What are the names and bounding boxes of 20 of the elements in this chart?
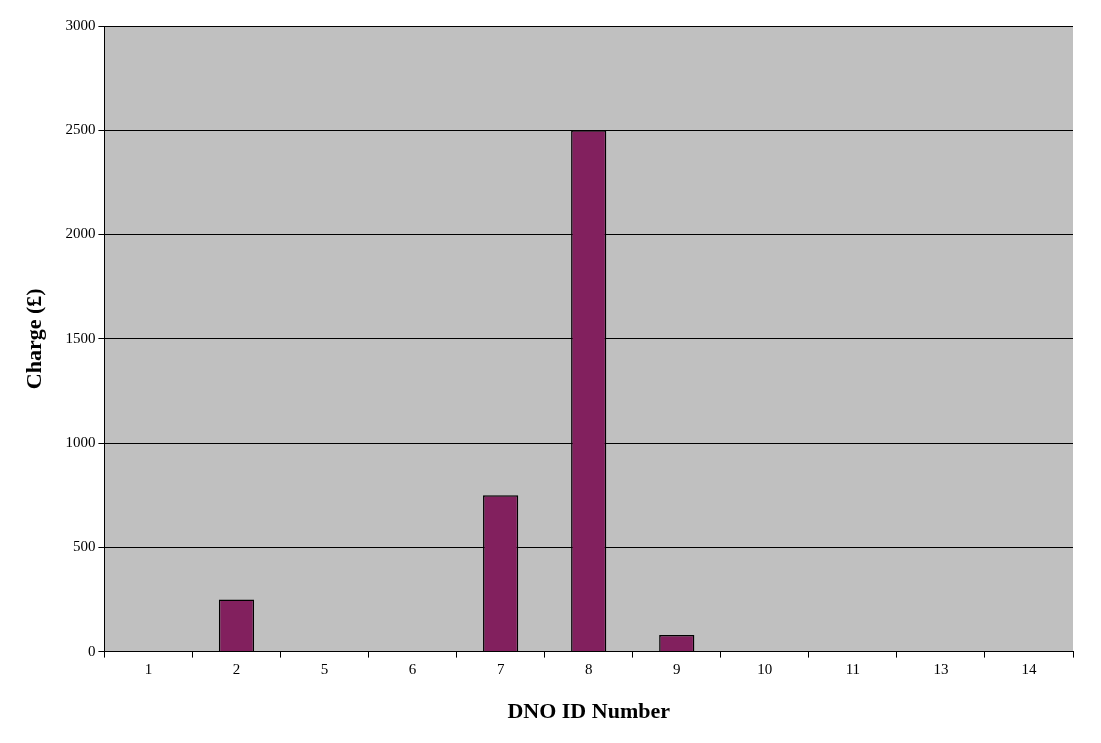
x-tick-label: 6 bbox=[408, 660, 417, 677]
x-tick-label: 7 bbox=[496, 660, 505, 677]
x-tick-label: 5 bbox=[320, 660, 329, 677]
x-tick-label: 11 bbox=[845, 660, 861, 677]
y-axis-title: Charge (£) bbox=[20, 288, 46, 390]
x-tick-label: 1 bbox=[144, 660, 153, 677]
x-tick-label: 14 bbox=[1021, 660, 1037, 677]
x-tick-label: 2 bbox=[232, 660, 241, 677]
y-tick-label: 1500 bbox=[65, 329, 96, 346]
y-tick-label: 500 bbox=[72, 538, 96, 555]
x-axis-title: DNO ID Number bbox=[507, 698, 671, 724]
x-tick-label: 8 bbox=[584, 660, 593, 677]
y-tick-label: 3000 bbox=[65, 16, 96, 33]
y-tick-label: 2000 bbox=[65, 225, 96, 242]
y-tick-label: 2500 bbox=[65, 121, 96, 138]
y-tick-label: 0 bbox=[87, 642, 96, 659]
x-tick-label: 10 bbox=[757, 660, 773, 677]
x-tick-label: 13 bbox=[933, 660, 949, 677]
y-tick-label: 1000 bbox=[65, 434, 96, 450]
x-tick-label: 9 bbox=[673, 660, 681, 677]
